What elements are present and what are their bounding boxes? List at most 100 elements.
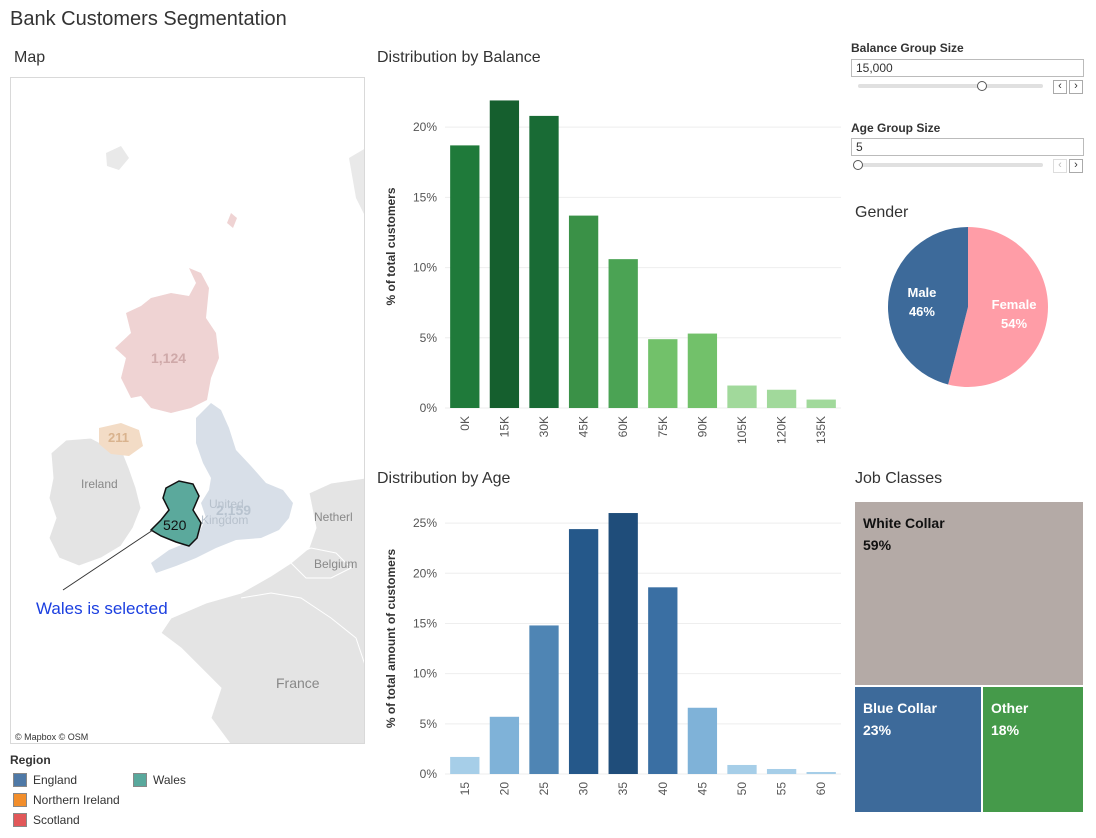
age-x-tick-label: 15 (458, 782, 472, 796)
land-far-north (106, 146, 129, 170)
balance-bar[interactable] (489, 100, 520, 409)
map-label-france: France (276, 675, 320, 691)
map-label-wales: 520 (163, 517, 187, 533)
region-northern-ireland[interactable] (99, 423, 143, 456)
age-x-tick-label: 40 (656, 782, 670, 796)
balance-increment-button[interactable]: › (1069, 80, 1083, 94)
legend-swatch-wales (133, 773, 147, 787)
legend-title: Region (10, 753, 51, 767)
treemap-cell-blue-collar[interactable]: Blue Collar 23% (855, 687, 981, 812)
gender-slice-label: Female (992, 297, 1037, 312)
legend-label-scotland: Scotland (33, 813, 80, 827)
legend-swatch-northern-ireland (13, 793, 27, 807)
balance-slider-thumb[interactable] (976, 81, 987, 91)
age-bar[interactable] (489, 716, 520, 774)
balance-chart: % of total customers 0% 5% 10% 15% 20% 0K 15K 30… (384, 100, 841, 444)
age-x-tick-label: 20 (497, 782, 511, 796)
balance-bar[interactable] (450, 145, 480, 408)
balance-bar[interactable] (766, 389, 797, 408)
age-bar[interactable] (529, 625, 559, 774)
gender-slice-pct: 54% (1001, 316, 1027, 331)
map-label-ireland: Ireland (81, 477, 118, 491)
age-slider-track[interactable] (858, 163, 1043, 167)
legend-swatch-scotland (13, 813, 27, 827)
age-bar[interactable] (766, 768, 797, 774)
map-label-netherlands: Netherl (314, 510, 353, 524)
balance-x-tick-label: 45K (577, 416, 591, 437)
legend-item-northern-ireland[interactable]: Northern Ireland (13, 793, 120, 807)
balance-bar[interactable] (727, 385, 757, 408)
map-label-uk-line2: Kingdom (201, 513, 248, 527)
treemap-cell-other[interactable]: Other 18% (983, 687, 1083, 812)
balance-bar[interactable] (648, 339, 678, 408)
balance-decrement-button[interactable]: ‹ (1053, 80, 1067, 94)
balance-bar[interactable] (608, 259, 638, 408)
balance-group-input[interactable]: 15,000 (851, 59, 1084, 77)
age-group-slider[interactable] (853, 160, 1043, 170)
region-map[interactable]: 1,124 Ireland 211 United Kingdom 2,159 5… (10, 77, 365, 744)
age-x-tick-label: 25 (537, 782, 551, 796)
annotation-line (62, 529, 154, 591)
gender-slice-male[interactable] (888, 227, 968, 385)
region-wales[interactable] (149, 480, 202, 547)
age-chart: % of total amount of customers 0% 5% 10% 15%… (384, 513, 841, 796)
treemap-cell-pct: 18% (991, 722, 1020, 738)
gender-slice-pct: 46% (909, 304, 935, 319)
region-scotland[interactable] (115, 213, 237, 413)
age-bar[interactable] (608, 513, 638, 774)
map-annotation: Wales is selected (36, 599, 168, 618)
age-x-tick-label: 50 (735, 782, 749, 796)
jobs-chart-title: Job Classes (855, 470, 943, 487)
treemap-cell-white-collar[interactable]: White Collar 59% (855, 502, 1083, 685)
age-y-tick-label: 25% (413, 516, 437, 530)
map-label-uk-line1: United (209, 497, 244, 511)
age-x-tick-label: 60 (814, 782, 828, 796)
balance-bar[interactable] (529, 115, 559, 408)
map-label-england: 2,159 (216, 502, 251, 518)
balance-group-slider[interactable] (858, 81, 1043, 91)
age-slider-thumb[interactable] (853, 160, 863, 170)
gender-slice-female[interactable] (948, 227, 1048, 387)
age-bar[interactable] (687, 707, 718, 774)
age-bar[interactable] (648, 587, 678, 774)
treemap-cell-label: Blue Collar (863, 700, 937, 716)
balance-y-axis-label: % of total customers (384, 187, 398, 305)
age-increment-button[interactable]: › (1069, 159, 1083, 173)
age-y-tick-label: 5% (420, 717, 438, 731)
balance-x-tick-label: 90K (695, 416, 709, 437)
age-x-tick-label: 35 (616, 782, 630, 796)
balance-slider-track[interactable] (858, 84, 1043, 88)
age-bar[interactable] (727, 764, 757, 774)
balance-bar[interactable] (806, 399, 836, 408)
age-y-tick-label: 15% (413, 616, 437, 630)
region-england[interactable] (151, 403, 293, 573)
age-bar[interactable] (806, 771, 836, 774)
legend-label-england: England (33, 773, 78, 787)
legend-item-england[interactable]: England (13, 773, 77, 787)
treemap-cell-pct: 23% (863, 722, 892, 738)
land-scandinavia (349, 149, 364, 214)
dashboard-title: Bank Customers Segmentation (10, 8, 287, 30)
balance-x-tick-label: 135K (814, 416, 828, 444)
balance-x-tick-label: 105K (735, 416, 749, 444)
age-y-axis-label: % of total amount of customers (384, 549, 398, 729)
age-group-label: Age Group Size (851, 121, 941, 135)
legend-label-wales: Wales (153, 773, 186, 787)
age-x-tick-label: 45 (695, 782, 709, 796)
map-canvas[interactable]: 1,124 Ireland 211 United Kingdom 2,159 5… (11, 78, 365, 744)
age-bar[interactable] (450, 756, 480, 774)
age-decrement-button[interactable]: ‹ (1053, 159, 1067, 173)
legend-item-wales[interactable]: Wales (133, 773, 186, 787)
balance-bar[interactable] (687, 333, 718, 408)
age-group-input[interactable]: 5 (851, 138, 1084, 156)
age-y-tick-label: 10% (413, 667, 437, 681)
job-classes-treemap: White Collar 59% Blue Collar 23% Other 18% (855, 502, 1083, 812)
balance-y-tick-label: 5% (420, 331, 438, 345)
age-y-tick-label: 0% (420, 767, 438, 781)
balance-y-tick-label: 0% (420, 401, 438, 415)
land-continent (160, 477, 364, 743)
map-attribution[interactable]: © Mapbox © OSM (15, 732, 88, 742)
balance-bar[interactable] (568, 215, 599, 408)
legend-item-scotland[interactable]: Scotland (13, 813, 80, 827)
age-bar[interactable] (568, 529, 599, 774)
